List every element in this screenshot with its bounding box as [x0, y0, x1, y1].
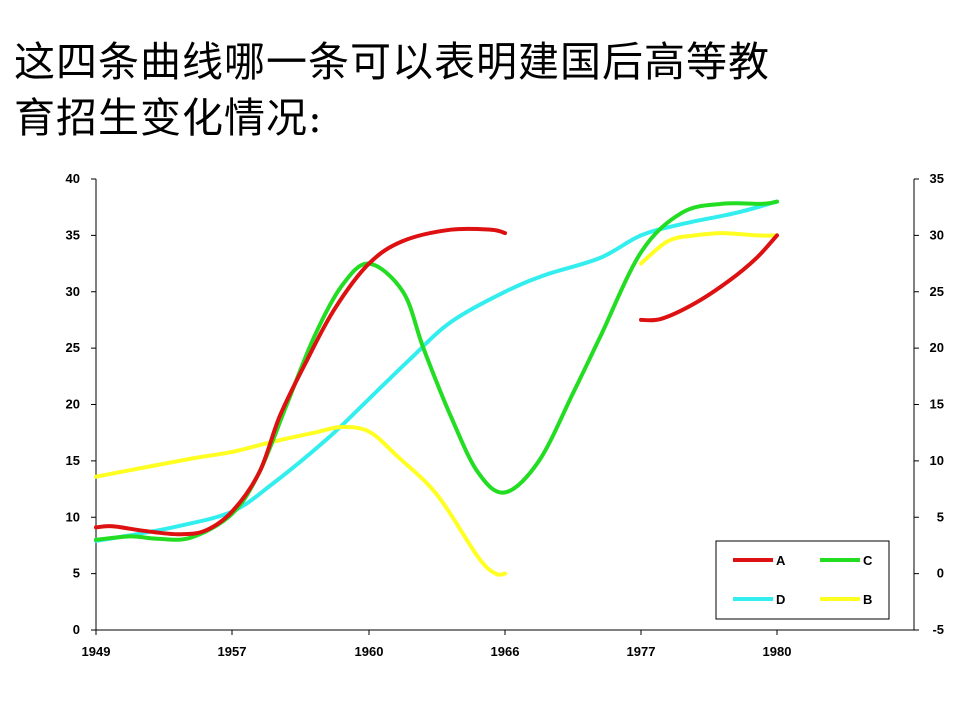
left-y-tick-label: 20 — [66, 397, 80, 412]
x-tick-label: 1966 — [491, 644, 520, 659]
right-y-tick-label: -5 — [932, 622, 944, 637]
series-a-line — [94, 226, 507, 537]
x-tick-label: 1957 — [218, 644, 247, 659]
legend-label-a: A — [776, 553, 786, 568]
series-b-line — [94, 424, 507, 577]
left-y-tick-label: 5 — [73, 566, 80, 581]
right-y-tick-label: 0 — [937, 566, 944, 581]
legend: A C D B — [715, 540, 890, 620]
right-y-tick-label: 15 — [930, 397, 944, 412]
x-tick-label: 1960 — [355, 644, 384, 659]
left-y-tick-label: 30 — [66, 284, 80, 299]
series-d-line — [94, 199, 779, 543]
legend-box — [715, 540, 890, 620]
question-line-2: 育招生变化情况: — [14, 94, 323, 142]
right-y-tick-label: 30 — [930, 227, 944, 242]
left-y-tick-label: 0 — [73, 622, 80, 637]
legend-label-d: D — [776, 592, 785, 607]
right-y-tick-label: 5 — [937, 509, 944, 524]
series-b-line — [639, 231, 779, 266]
right-y-tick-label: 20 — [930, 340, 944, 355]
right-y-tick-label: 25 — [930, 284, 944, 299]
legend-label-c: C — [863, 553, 873, 568]
question-text: 这四条曲线哪一条可以表明建国后高等教 育招生变化情况: — [14, 34, 914, 146]
left-y-tick-label: 15 — [66, 453, 80, 468]
x-tick-label: 1977 — [627, 644, 656, 659]
right-y-tick-label: 35 — [930, 171, 944, 186]
right-y-tick-label: 10 — [930, 453, 944, 468]
series-c-line — [94, 199, 779, 542]
plot-area — [94, 199, 779, 577]
axes: 0 5 10 15 20 25 30 35 40 -5 0 5 10 15 20 25 30 35 1949 1957… — [66, 171, 944, 659]
left-y-tick-label: 40 — [66, 171, 80, 186]
left-y-tick-label: 25 — [66, 340, 80, 355]
x-tick-label: 1980 — [763, 644, 792, 659]
x-tick-label: 1949 — [82, 644, 111, 659]
left-y-tick-label: 35 — [66, 227, 80, 242]
left-y-tick-label: 10 — [66, 509, 80, 524]
legend-label-b: B — [863, 592, 872, 607]
series-a-line — [639, 233, 779, 323]
question-line-1: 这四条曲线哪一条可以表明建国后高等教 — [14, 38, 770, 86]
